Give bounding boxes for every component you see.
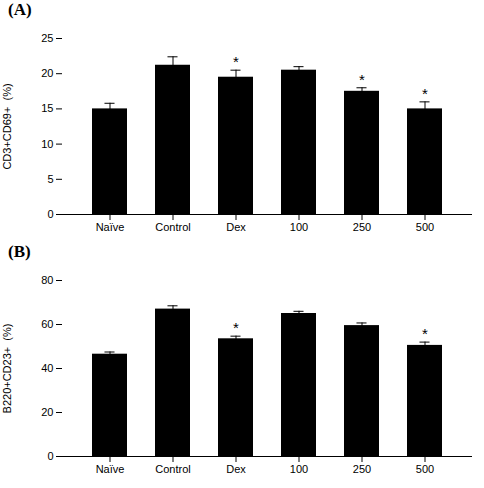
svg-text:*: * bbox=[233, 319, 239, 336]
svg-text:500: 500 bbox=[416, 221, 434, 233]
svg-text:*: * bbox=[233, 53, 239, 70]
svg-text:0: 0 bbox=[47, 450, 53, 462]
svg-text:40: 40 bbox=[41, 362, 53, 374]
svg-text:80: 80 bbox=[41, 274, 53, 286]
svg-text:250: 250 bbox=[353, 221, 371, 233]
html-text:(B): (B) bbox=[8, 242, 31, 261]
svg-text:100: 100 bbox=[290, 221, 308, 233]
svg-text:Dex: Dex bbox=[226, 221, 246, 233]
svg-text:500: 500 bbox=[416, 463, 434, 475]
svg-text:Control: Control bbox=[155, 221, 190, 233]
html-text:(A): (A) bbox=[8, 0, 32, 19]
svg-text:25: 25 bbox=[41, 32, 53, 44]
svg-text:*: * bbox=[359, 71, 365, 88]
svg-text:B220+CD23+ (%): B220+CD23+ (%) bbox=[1, 324, 13, 414]
svg-text:*: * bbox=[422, 85, 428, 102]
svg-text:250: 250 bbox=[353, 463, 371, 475]
svg-text:10: 10 bbox=[41, 138, 53, 150]
svg-text:15: 15 bbox=[41, 102, 53, 114]
svg-text:Naïve: Naïve bbox=[96, 221, 125, 233]
svg-text:20: 20 bbox=[41, 67, 53, 79]
svg-text:0: 0 bbox=[47, 208, 53, 220]
svg-text:Naïve: Naïve bbox=[96, 463, 125, 475]
svg-text:Control: Control bbox=[155, 463, 190, 475]
svg-text:Dex: Dex bbox=[226, 463, 246, 475]
svg-text:20: 20 bbox=[41, 406, 53, 418]
svg-text:5: 5 bbox=[47, 173, 53, 185]
svg-text:100: 100 bbox=[290, 463, 308, 475]
svg-text:*: * bbox=[422, 325, 428, 342]
svg-text:CD3+CD69+ (%): CD3+CD69+ (%) bbox=[1, 83, 13, 169]
svg-text:60: 60 bbox=[41, 318, 53, 330]
